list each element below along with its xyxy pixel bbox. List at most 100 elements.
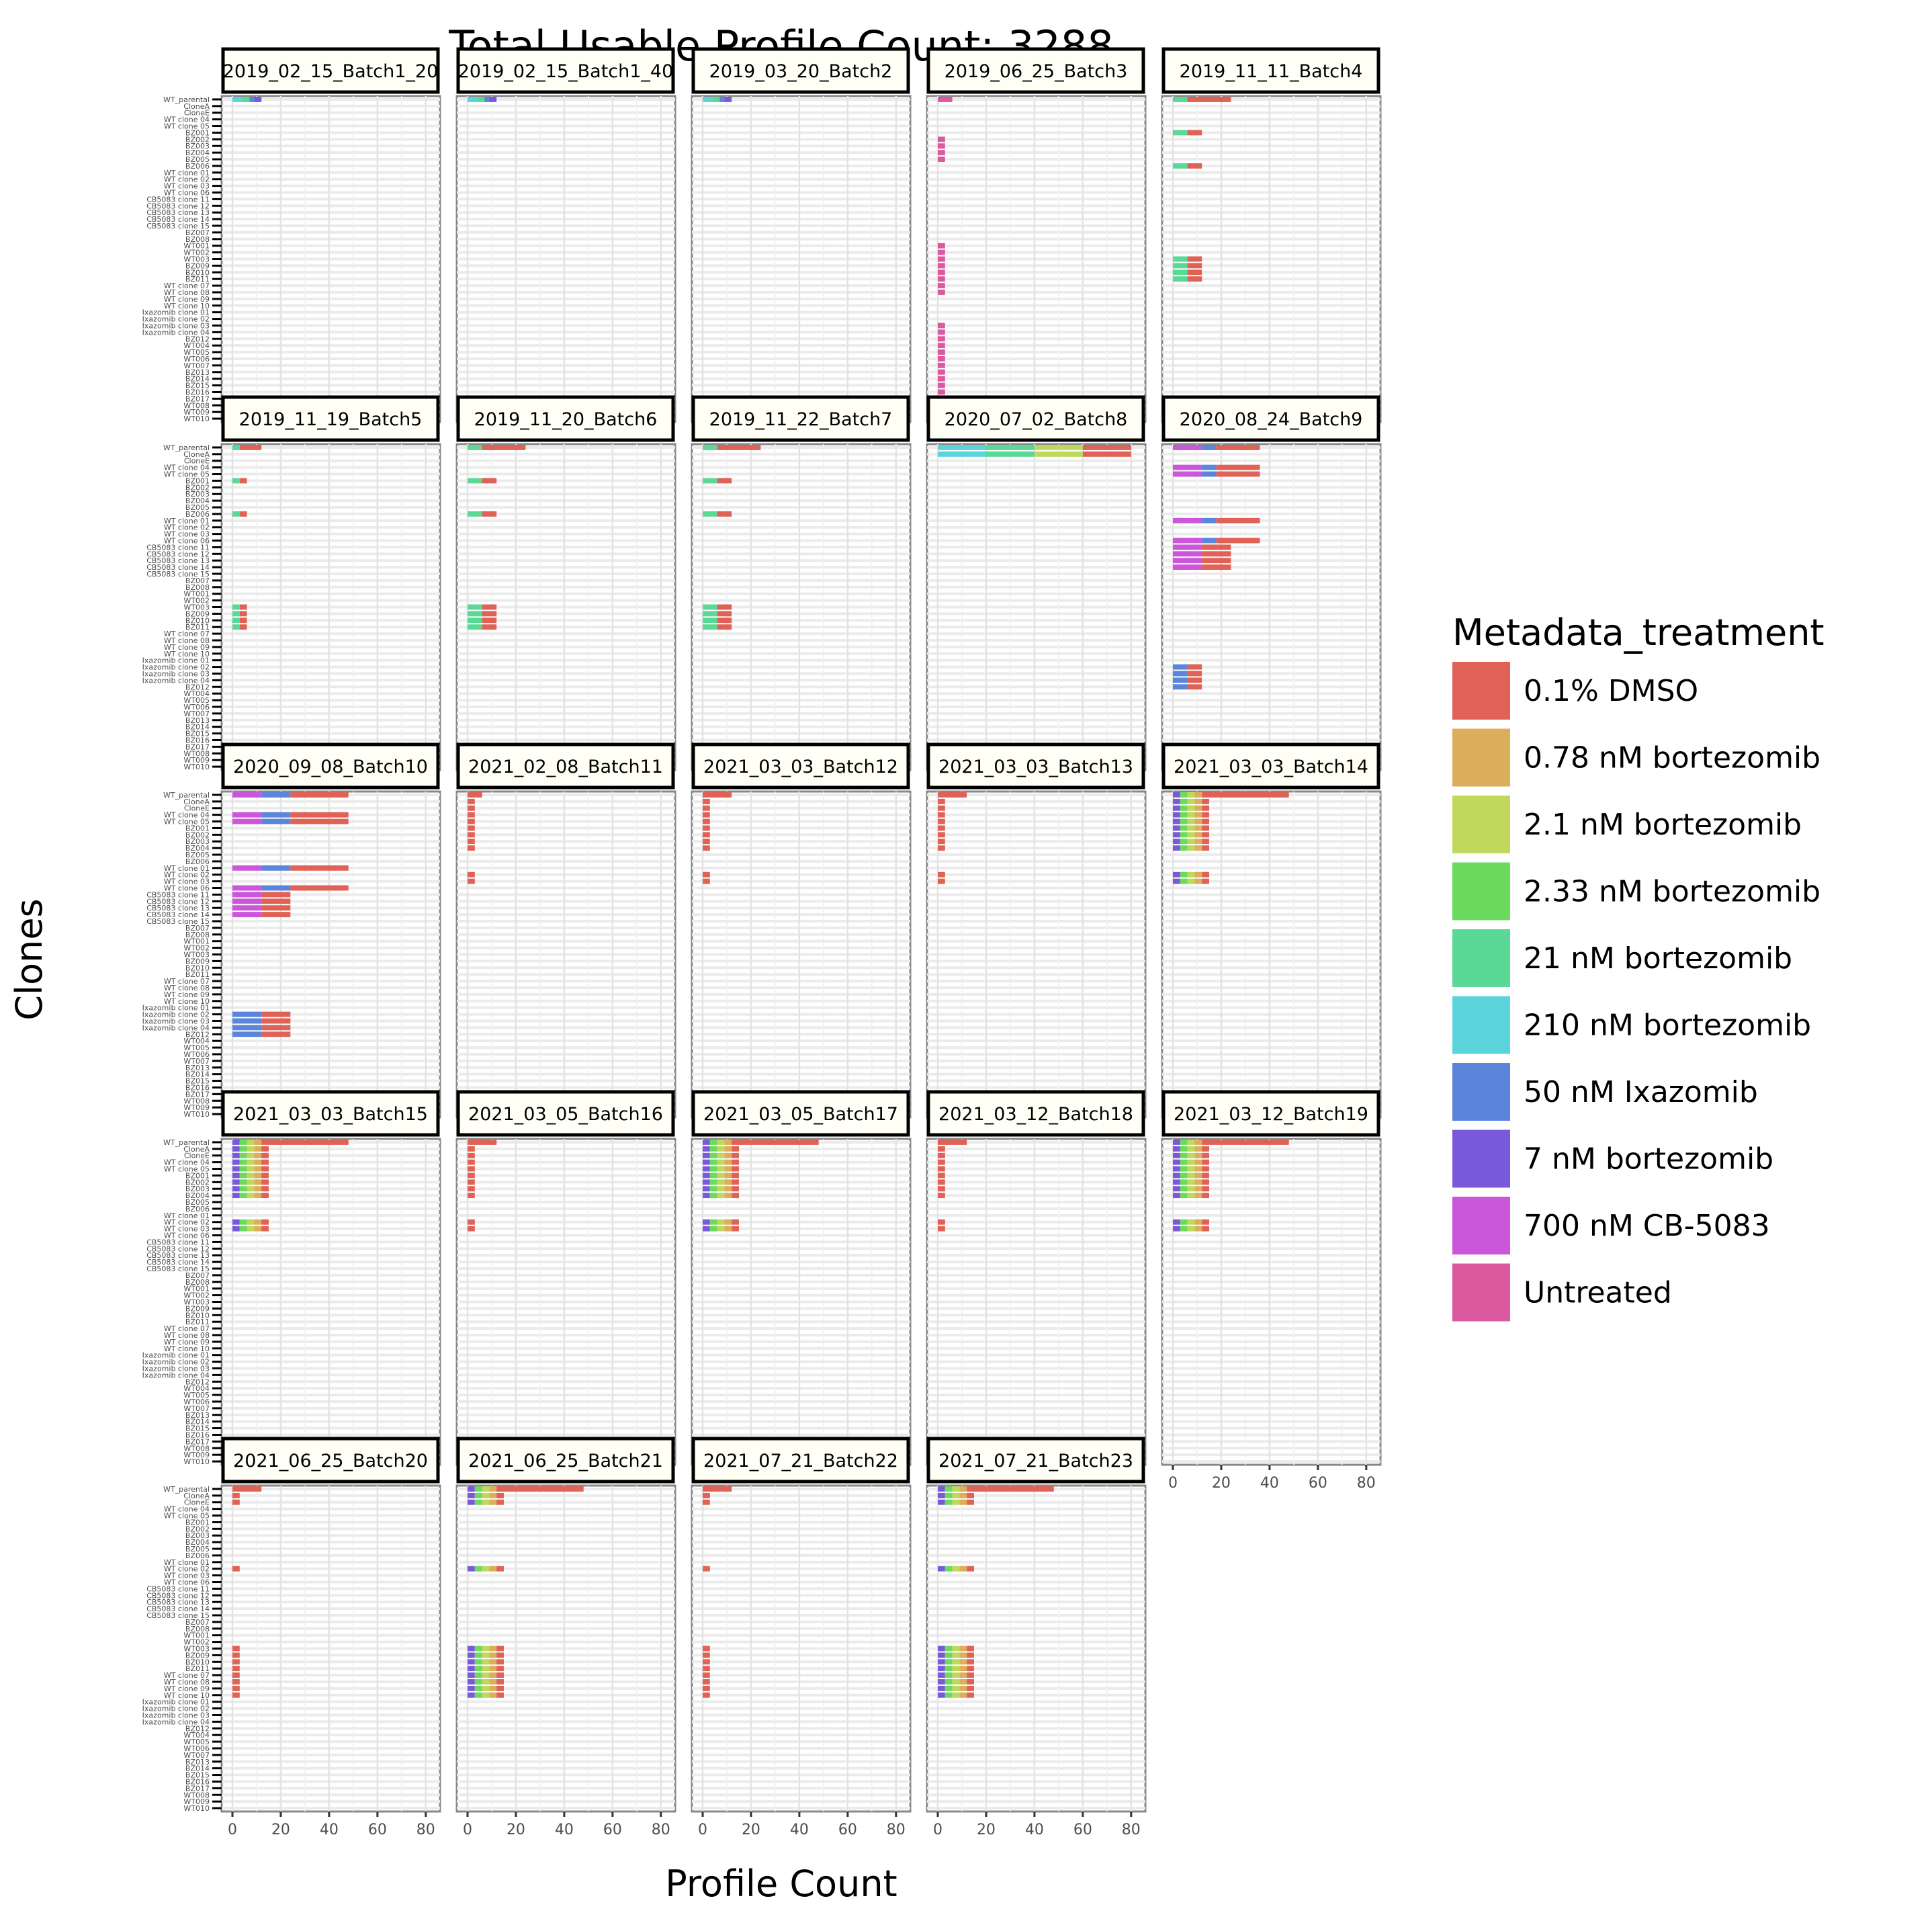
y-tick-label: BZ015 bbox=[185, 1771, 210, 1780]
bar-segment bbox=[945, 1672, 953, 1678]
y-tick-label: WT008 bbox=[183, 749, 210, 758]
y-tick-label: CB5083 clone 12 bbox=[146, 897, 210, 906]
bar-segment bbox=[1187, 818, 1195, 824]
bar-segment bbox=[959, 1492, 967, 1498]
bar-segment bbox=[717, 604, 732, 610]
bar-segment bbox=[1202, 825, 1209, 831]
bar-segment bbox=[468, 1679, 475, 1685]
facet-panel: 2019_02_15_Batch1_20 WT_parentalCloneAClo… bbox=[142, 47, 441, 423]
bar-segment bbox=[1173, 256, 1188, 262]
bar-segment bbox=[261, 1219, 269, 1225]
bar-segment bbox=[247, 1152, 255, 1158]
x-tick-label: 40 bbox=[555, 1822, 574, 1838]
bar-segment bbox=[468, 825, 475, 831]
y-tick-label: WT clone 07 bbox=[164, 630, 210, 638]
bar-segment bbox=[709, 1226, 717, 1232]
bar-segment bbox=[1194, 845, 1202, 851]
bar-segment bbox=[1173, 269, 1188, 275]
bar-segment bbox=[468, 1646, 475, 1652]
y-tick-label: WT003 bbox=[183, 603, 210, 612]
bar-segment bbox=[496, 1659, 504, 1665]
bar-segment bbox=[482, 1499, 490, 1505]
y-tick-label: WT009 bbox=[183, 408, 210, 417]
bar-segment bbox=[938, 269, 945, 275]
bar-segment bbox=[254, 1219, 262, 1225]
bar-segment bbox=[945, 1692, 953, 1698]
bar-segment bbox=[1173, 558, 1202, 564]
bar-segment bbox=[1202, 544, 1231, 550]
bar-segment bbox=[489, 1685, 497, 1691]
bar-segment bbox=[724, 1226, 732, 1232]
y-tick-label: WT clone 10 bbox=[164, 1691, 210, 1700]
facet-panel: 2020_09_08_Batch10 WT_parentalCloneAClone… bbox=[142, 742, 441, 1119]
y-tick-label: WT clone 09 bbox=[164, 990, 210, 999]
bar-segment bbox=[489, 1486, 497, 1492]
bar-segment bbox=[1202, 1172, 1209, 1179]
facet-strip-label: 2019_11_19_Batch5 bbox=[239, 409, 423, 430]
y-tick-label: Ixazomib clone 04 bbox=[142, 1023, 210, 1032]
bar-segment bbox=[938, 283, 945, 289]
y-tick-label: WT clone 04 bbox=[164, 811, 210, 820]
y-tick-label: WT clone 04 bbox=[164, 464, 210, 472]
bar-segment bbox=[239, 1159, 247, 1165]
bar-segment bbox=[254, 1152, 262, 1158]
bar-segment bbox=[967, 1492, 974, 1498]
bar-segment bbox=[1202, 538, 1217, 544]
bar-segment bbox=[261, 1193, 269, 1199]
facet-strip bbox=[691, 47, 910, 94]
bar-segment bbox=[1202, 871, 1209, 878]
y-tick-label: WT clone 08 bbox=[164, 636, 210, 645]
bar-segment bbox=[496, 1486, 584, 1492]
bar-segment bbox=[474, 1652, 482, 1658]
y-tick-label: WT010 bbox=[183, 1110, 210, 1119]
bar-segment bbox=[709, 1193, 717, 1199]
y-tick-label: WT002 bbox=[183, 249, 210, 257]
y-tick-label: Ixazomib clone 03 bbox=[142, 1017, 210, 1025]
bar-segment bbox=[232, 865, 262, 871]
legend-label: 0.78 nM bortezomib bbox=[1524, 741, 1820, 775]
legend-key bbox=[1452, 1129, 1510, 1188]
bar-segment bbox=[938, 839, 945, 845]
bar-segment bbox=[703, 818, 710, 824]
bar-segment bbox=[1173, 96, 1188, 102]
y-tick-label: CB5083 clone 11 bbox=[146, 1584, 210, 1593]
bar-segment bbox=[717, 1179, 725, 1185]
facet-panel: 2021_03_12_Batch19 0 20 40 60 80 bbox=[1161, 1090, 1382, 1492]
bar-segment bbox=[703, 1685, 710, 1691]
y-tick-label: WT004 bbox=[183, 1384, 210, 1393]
facet-panel: 2019_11_22_Batch7 bbox=[691, 395, 912, 771]
bar-segment bbox=[709, 1219, 717, 1225]
facet-panel: 2021_03_05_Batch16 bbox=[455, 1090, 676, 1466]
y-tick-label: WT clone 02 bbox=[164, 175, 210, 184]
y-tick-label: BZ004 bbox=[185, 844, 210, 853]
y-tick-label: WT007 bbox=[183, 710, 210, 718]
y-tick-label: BZ016 bbox=[185, 736, 210, 744]
y-tick-label: CB5083 clone 15 bbox=[146, 222, 210, 230]
y-tick-label: CloneE bbox=[184, 1498, 210, 1507]
bar-segment bbox=[1187, 871, 1195, 878]
y-tick-label: BZ013 bbox=[185, 368, 210, 377]
bar-segment bbox=[938, 444, 986, 450]
y-tick-label: WT clone 05 bbox=[164, 470, 210, 479]
bar-segment bbox=[1173, 684, 1188, 690]
bar-segment bbox=[938, 249, 945, 255]
bar-segment bbox=[239, 478, 247, 484]
bar-segment bbox=[1202, 444, 1217, 450]
bar-segment bbox=[959, 1692, 967, 1698]
y-tick-label: BZ017 bbox=[185, 1784, 210, 1793]
bar-segment bbox=[703, 1159, 710, 1165]
y-tick-label: WT clone 02 bbox=[164, 523, 210, 532]
bar-segment bbox=[1216, 517, 1260, 523]
bar-segment bbox=[1187, 1172, 1195, 1179]
legend-key bbox=[1452, 996, 1510, 1054]
bar-segment bbox=[724, 1186, 732, 1192]
bar-segment bbox=[239, 1166, 247, 1172]
bar-segment bbox=[496, 1646, 504, 1652]
bar-segment bbox=[1187, 130, 1202, 136]
bar-segment bbox=[732, 1166, 739, 1172]
bar-segment bbox=[1194, 839, 1202, 845]
bar-segment bbox=[1202, 798, 1209, 804]
y-tick-label: CB5083 clone 12 bbox=[146, 550, 210, 558]
bar-segment bbox=[717, 617, 732, 624]
y-tick-label: BZ004 bbox=[185, 148, 210, 157]
